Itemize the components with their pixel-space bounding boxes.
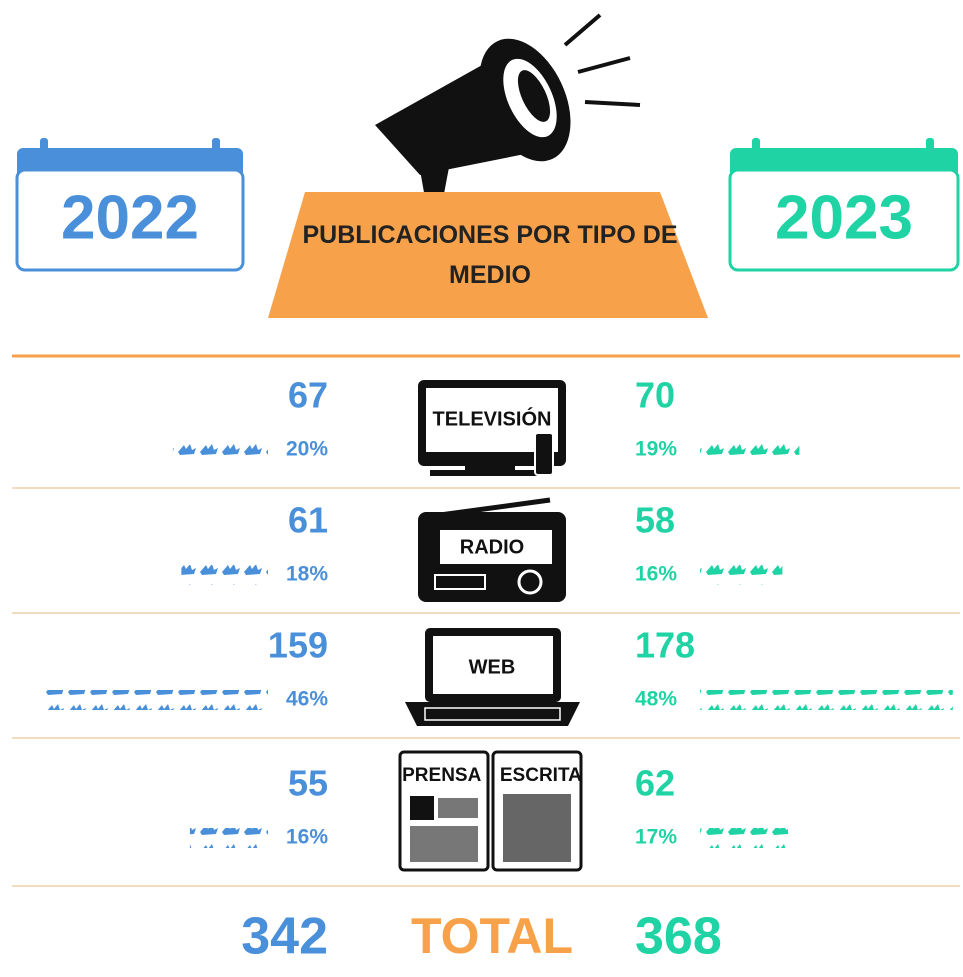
pictogram-bar	[700, 440, 800, 460]
value-label: 58	[635, 500, 675, 541]
megaphone-icon	[375, 13, 641, 215]
pictogram-bar	[700, 690, 953, 710]
total-value: 342	[241, 908, 328, 966]
category-label: TELEVISIÓN	[433, 406, 552, 430]
percent-label: 19%	[635, 438, 677, 461]
tv-icon	[418, 380, 566, 476]
pictogram-bar	[172, 440, 268, 460]
value-label: 55	[288, 763, 328, 804]
series-name: 2023	[775, 183, 913, 252]
percent-label: 48%	[635, 688, 677, 711]
newspaper-icon	[398, 750, 583, 872]
percent-label: 17%	[635, 826, 677, 849]
category-label: PRENSA ESCRITA	[402, 765, 582, 786]
total-value: 368	[635, 908, 722, 966]
percent-label: 16%	[286, 826, 328, 849]
pictogram-bar	[189, 828, 268, 848]
calendar-2023	[728, 138, 960, 272]
value-label: 61	[288, 500, 328, 541]
title-box: PUBLICACIONES POR TIPO DE MEDIO	[302, 221, 678, 289]
chart-title: PUBLICACIONES POR TIPO DE MEDIO	[302, 221, 678, 289]
category-label: RADIO	[460, 536, 524, 558]
percent-label: 16%	[635, 563, 677, 586]
pictogram-bar	[700, 565, 783, 585]
value-label: 62	[635, 763, 675, 804]
value-label: 67	[288, 375, 328, 416]
radio-icon	[418, 497, 566, 602]
pictogram-bar	[181, 565, 268, 585]
calendar-2022	[15, 138, 245, 272]
pictogram-bar	[42, 690, 268, 710]
title-banner	[268, 192, 708, 318]
category-label: WEB	[469, 656, 516, 678]
percent-label: 18%	[286, 563, 328, 586]
total-label: TOTAL	[411, 908, 573, 964]
value-label: 70	[635, 375, 675, 416]
laptop-icon	[405, 628, 580, 726]
percent-label: 20%	[286, 438, 328, 461]
pictogram-bar	[700, 828, 789, 848]
percent-label: 46%	[286, 688, 328, 711]
value-label: 159	[268, 625, 328, 666]
value-label: 178	[635, 625, 695, 666]
series-name: 2022	[61, 183, 199, 252]
